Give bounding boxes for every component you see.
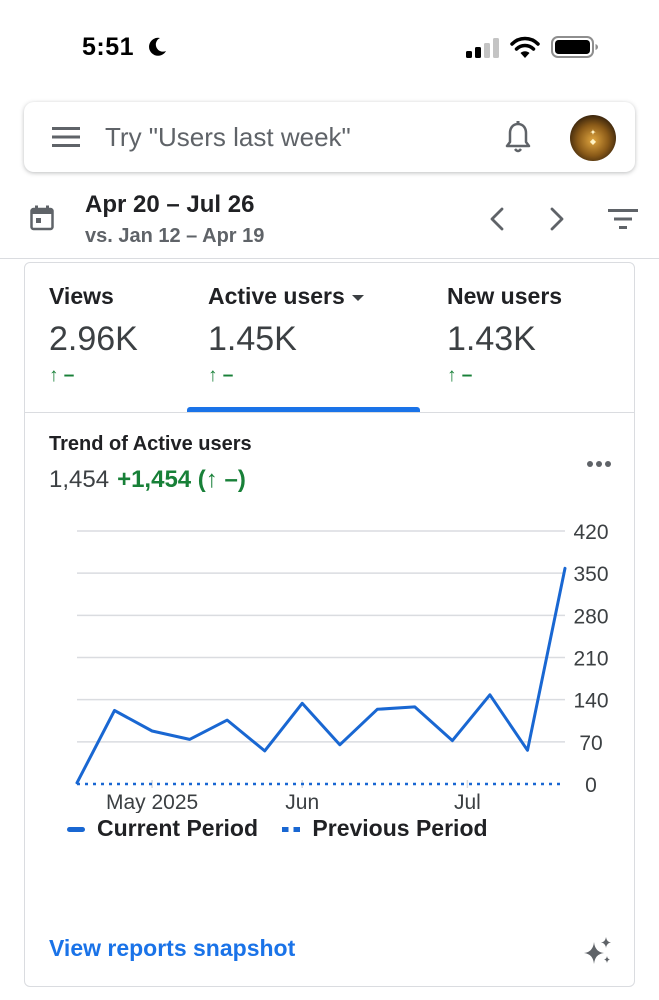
battery-icon [551,36,598,58]
caret-down-icon[interactable] [351,293,365,303]
date-range-row: Apr 20 – Jul 26 vs. Jan 12 – Apr 19 [0,185,659,259]
date-range-label[interactable]: Apr 20 – Jul 26 [85,191,255,218]
search-bar[interactable]: Try "Users last week" ✦ ◆ [24,102,635,172]
selected-tab-indicator [187,407,420,412]
metric-label: Active users [208,283,365,310]
search-input[interactable]: Try "Users last week" [105,122,351,152]
cellular-signal-icon [466,38,499,58]
view-reports-snapshot-link[interactable]: View reports snapshot [49,935,296,961]
metric-value: 1.43K [447,320,536,358]
sparkle-insights-icon[interactable] [583,936,613,966]
y-tick-label: 210 [573,648,608,671]
divider [25,412,634,413]
current-period-line [75,566,567,785]
avatar[interactable]: ✦ ◆ [570,115,616,161]
metric-change: ↑ – [447,365,473,386]
legend-label: Previous Period [312,815,488,841]
x-tick-label: May 2025 [106,791,198,813]
y-tick-label: 0 [585,774,597,797]
calendar-icon[interactable] [30,205,54,231]
status-bar: 5:51 [0,0,659,95]
trend-total: 1,454 [49,466,110,493]
y-tick-label: 140 [573,690,608,713]
legend-label: Current Period [97,815,259,841]
chart-legend: Current Period Previous Period [67,815,506,842]
metric-change: ↑ – [208,365,234,386]
date-compare-label[interactable]: vs. Jan 12 – Apr 19 [85,225,265,247]
metric-label: New users [447,283,563,309]
notifications-bell-icon[interactable] [505,120,531,154]
legend-swatch-dashed [282,827,301,833]
metric-value: 1.45K [208,320,297,358]
metric-value: 2.96K [49,320,138,358]
legend-item-previous[interactable]: Previous Period [282,815,488,842]
avatar-image: ✦ ◆ [589,128,597,146]
y-tick-label: 280 [573,605,608,628]
metric-change: ↑ – [49,365,75,386]
legend-swatch-solid [67,827,85,833]
trend-title: Trend of Active users [49,433,252,455]
x-tick-label: Jul [454,791,481,813]
filter-icon[interactable] [608,207,638,231]
metric-tab-active-users[interactable]: Active users 1.45K ↑ – [208,283,365,387]
y-tick-label: 70 [579,732,602,755]
chevron-left-icon[interactable] [487,206,507,232]
trend-line-chart: 0 70 140 210 280 350 420 May 2025 Jun Jul [75,521,609,813]
x-tick-label: Jun [285,791,319,813]
more-options-icon[interactable] [586,460,612,468]
moon-icon [149,37,166,56]
y-tick-label: 350 [573,563,608,586]
metric-label: Views [49,283,114,309]
metric-tab-views[interactable]: Views 2.96K ↑ – [49,283,138,387]
metrics-card: Views 2.96K ↑ – Active users 1.45K ↑ – N… [24,262,635,987]
trend-delta: +1,454 (↑ –) [117,466,246,493]
menu-icon[interactable] [52,126,80,148]
wifi-icon [510,36,540,58]
metric-tab-new-users[interactable]: New users 1.43K ↑ – [447,283,562,387]
status-time: 5:51 [82,33,135,61]
trend-values: 1,454 +1,454 (↑ –) [49,466,246,494]
metric-label-text: Active users [208,283,345,309]
legend-item-current[interactable]: Current Period [67,815,258,842]
chevron-right-icon[interactable] [547,206,567,232]
y-tick-label: 420 [573,521,608,544]
